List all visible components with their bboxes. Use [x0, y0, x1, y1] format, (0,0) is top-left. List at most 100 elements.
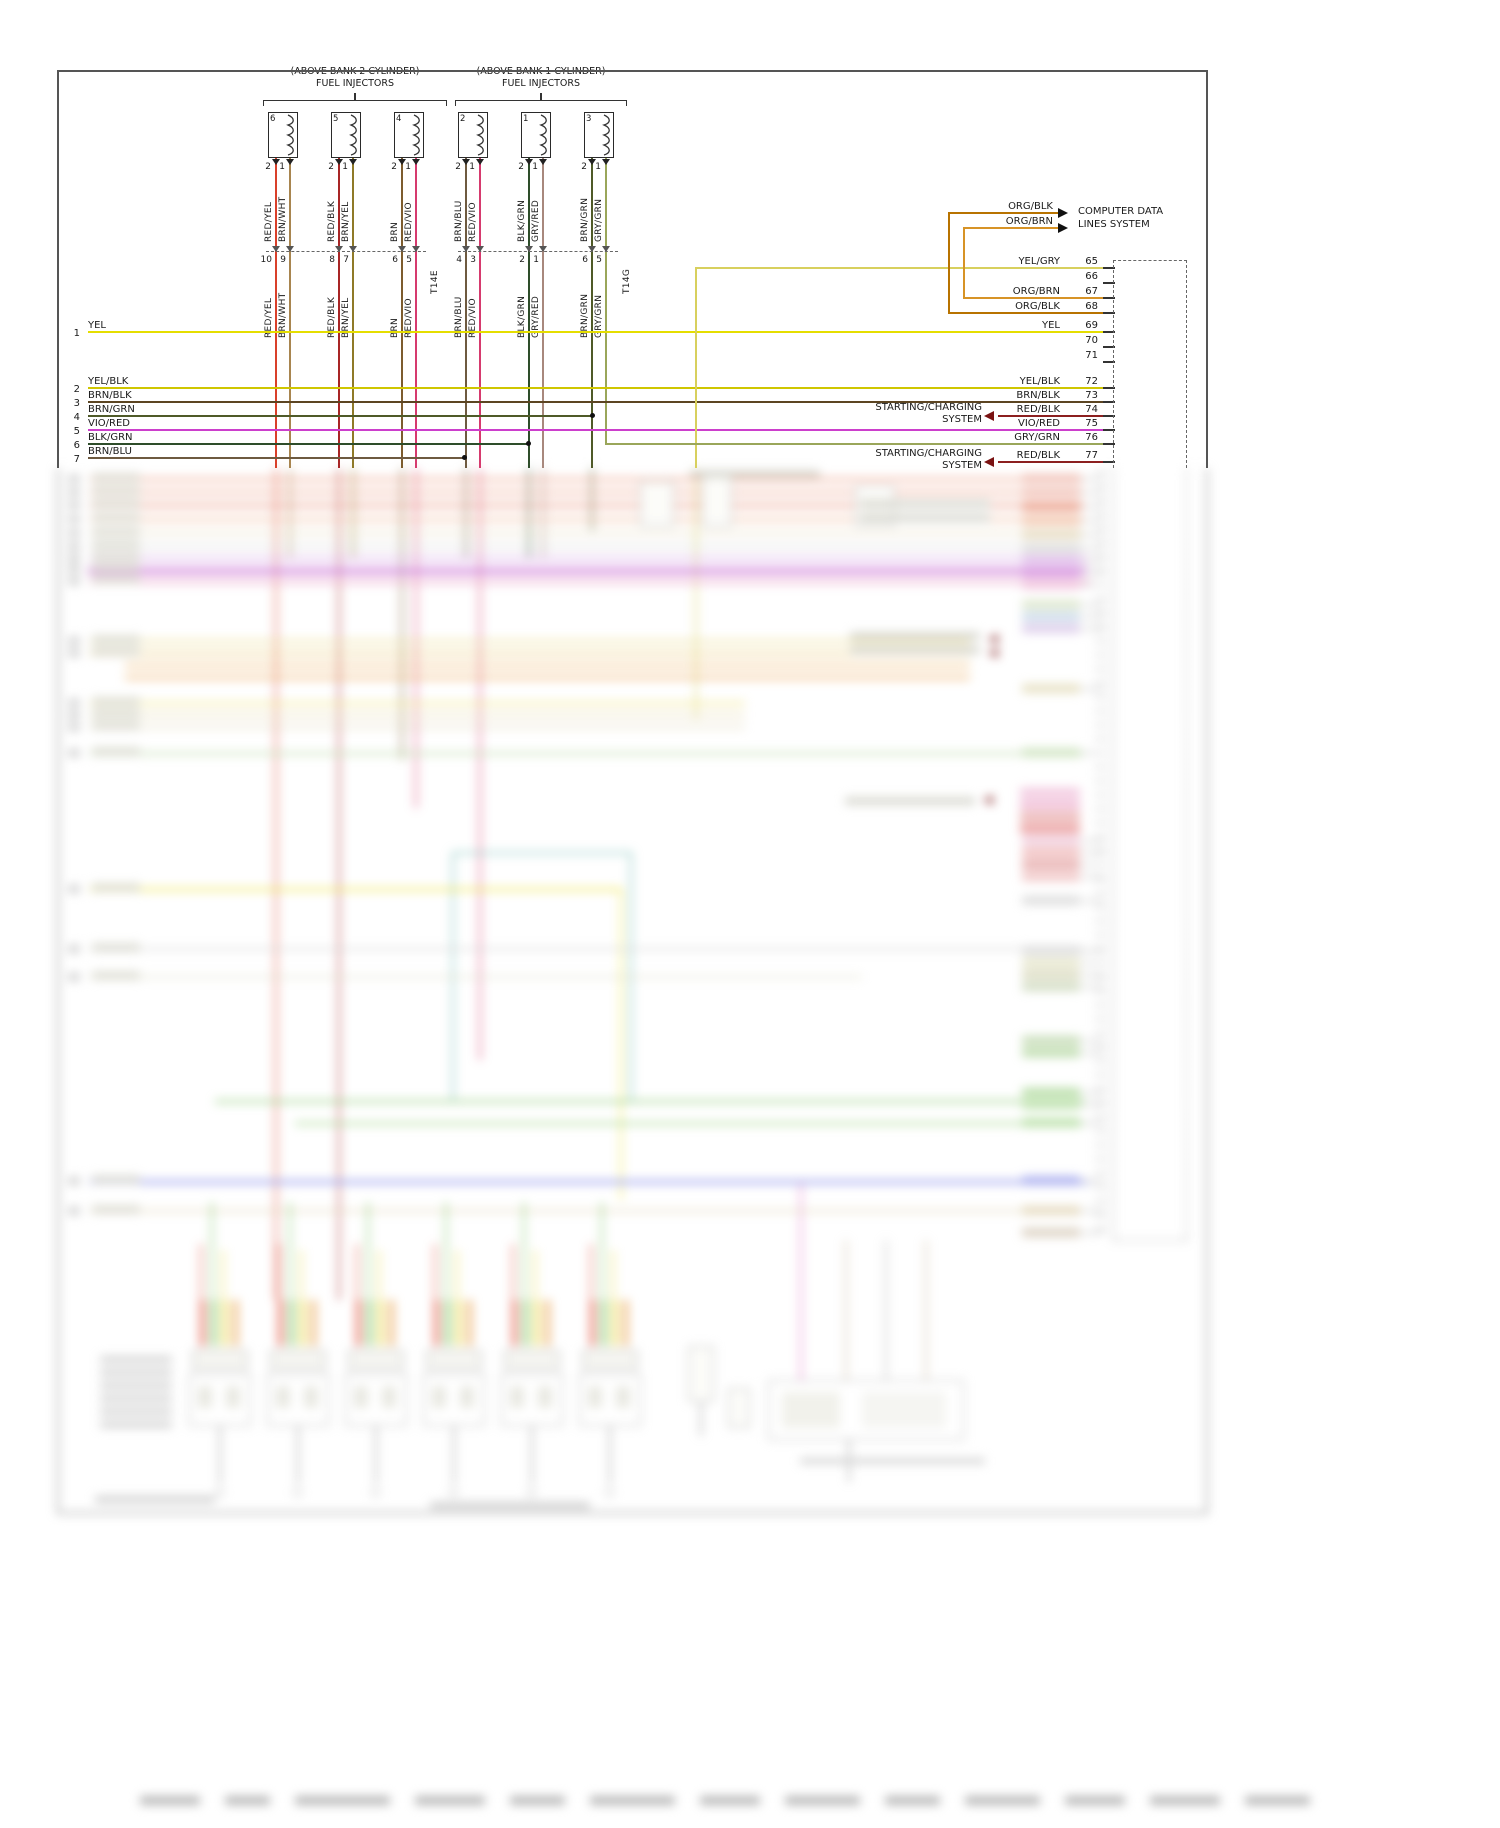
blurred-component-bar — [211, 1300, 216, 1346]
wire-color-label: RED/VIO — [404, 298, 414, 338]
blurred-wire-label — [92, 527, 140, 536]
injector-pin-number: 2 — [265, 162, 271, 172]
starting-charging-label-a1: STARTING/CHARGING — [875, 402, 982, 413]
injector-pin-number: 1 — [279, 162, 285, 172]
blurred-component — [640, 480, 674, 526]
wire-color-label: BRN/YEL — [341, 201, 351, 243]
blurred-feed — [456, 1250, 458, 1300]
wire-red-vio — [479, 158, 481, 468]
connector-arrow-down-icon — [539, 159, 547, 165]
blurred-pin-stub — [1095, 934, 1107, 936]
right-pin-number: 69 — [1085, 320, 1098, 331]
blurred-connector — [270, 1350, 326, 1370]
left-row-wire — [88, 401, 1103, 403]
bank1-bracket-center-tick — [540, 93, 542, 100]
blurred-wire-h — [90, 545, 1085, 547]
harness-connector-arrow-icon — [588, 246, 596, 252]
blurred-component-bar — [612, 1300, 617, 1346]
blurred-component-bar — [545, 1300, 550, 1346]
blurred-wire-h — [90, 888, 622, 891]
blurred-pin-stub — [1095, 542, 1107, 544]
blurred-wire-label — [1022, 896, 1080, 905]
blurred-inner — [538, 1386, 552, 1408]
blurred-wire-label — [92, 721, 140, 730]
harness-pin-number: 6 — [392, 255, 398, 265]
blurred-feed — [434, 1244, 436, 1300]
blurred-footer-text — [140, 1796, 200, 1805]
blurred-pin-stub — [1095, 584, 1107, 586]
blurred-pin-stub — [1095, 1116, 1107, 1118]
injector-pin-number: 2 — [455, 162, 461, 172]
blurred-row-number — [68, 542, 80, 550]
blurred-wire-h — [90, 652, 970, 655]
blurred-component-box — [768, 1380, 964, 1440]
blurred-wire-h — [452, 852, 632, 854]
blurred-pin-stub — [1095, 1060, 1107, 1062]
blurred-wire-label — [1022, 1048, 1080, 1057]
right-pin-wire-label: RED/BLK — [1016, 450, 1060, 461]
wire-red-blk — [998, 461, 1103, 463]
blurred-wire-label — [1022, 580, 1080, 589]
blurred-component-bar — [278, 1300, 283, 1346]
blurred-pin-stub — [1095, 668, 1107, 670]
blurred-label-stack — [100, 1408, 172, 1415]
blurred-wire-h — [90, 532, 1085, 534]
harness-connector-arrow-icon — [539, 246, 547, 252]
pin-stub — [1103, 331, 1115, 333]
blurred-wire-v — [352, 468, 354, 560]
blurred-wire-label — [1022, 848, 1080, 857]
blurred-wire-label — [92, 499, 140, 508]
blurred-inner — [226, 1386, 240, 1408]
blurred-feed — [289, 1202, 291, 1300]
blurred-label-stack — [100, 1421, 172, 1428]
injector-coil-icon — [472, 114, 484, 160]
bank1-header-line2: FUEL INJECTORS — [502, 78, 580, 89]
blurred-wire-v — [465, 468, 467, 560]
blurred-pin-stub — [1095, 752, 1107, 754]
blurred-inner — [382, 1386, 396, 1408]
blurred-pin-stub — [1095, 1130, 1107, 1132]
blurred-wire-label — [92, 971, 140, 980]
blurred-feed — [378, 1250, 380, 1300]
blurred-footer-text — [225, 1796, 270, 1805]
blurred-label-stub — [1081, 852, 1103, 854]
blurred-component-box — [189, 1374, 251, 1426]
blurred-ground — [215, 1488, 224, 1497]
blurred-wire-label — [1022, 1176, 1080, 1185]
blurred-wire-label — [92, 635, 140, 644]
starting-charging-label-b2: SYSTEM — [942, 460, 982, 471]
pin-stub — [1103, 282, 1115, 284]
right-pin-number: 67 — [1085, 286, 1098, 297]
right-pin-wire-label: GRY/GRN — [1014, 432, 1060, 443]
blurred-wire-v — [925, 1240, 927, 1380]
blurred-component-bar — [590, 1300, 595, 1346]
blurred-pin-stub — [1095, 808, 1107, 810]
harness-connector-arrow-icon — [398, 246, 406, 252]
blurred-text — [850, 632, 980, 640]
blurred-label-stub — [1081, 688, 1103, 690]
injector-pin-number: 1 — [469, 162, 475, 172]
left-row-number: 1 — [73, 328, 80, 339]
blurred-wire-label — [1022, 556, 1080, 565]
harness-pin-number: 8 — [329, 255, 335, 265]
blurred-wire-label — [1022, 1206, 1080, 1215]
blurred-footer-text — [785, 1796, 860, 1805]
blurred-pin-stub — [1095, 1144, 1107, 1146]
blurred-row-number — [68, 475, 80, 483]
blurred-row-number — [68, 637, 80, 645]
starting-charging-label-b1: STARTING/CHARGING — [875, 448, 982, 459]
blurred-wire-h — [90, 714, 745, 717]
blurred-row-number — [68, 649, 80, 657]
starting-charging-label-a2: SYSTEM — [942, 414, 982, 425]
harness-connector-arrow-icon — [286, 246, 294, 252]
connector-arrow-down-icon — [588, 159, 596, 165]
wire-gry-grn — [606, 443, 1103, 445]
blurred-arrow — [983, 795, 993, 805]
blurred-feed — [367, 1202, 369, 1300]
blurred-label-stack — [100, 1369, 172, 1376]
blurred-inner — [510, 1386, 524, 1408]
blurred-pin-stub — [1095, 906, 1107, 908]
blurred-wire-label — [92, 552, 140, 561]
blurred-pin-stub — [1095, 640, 1107, 642]
